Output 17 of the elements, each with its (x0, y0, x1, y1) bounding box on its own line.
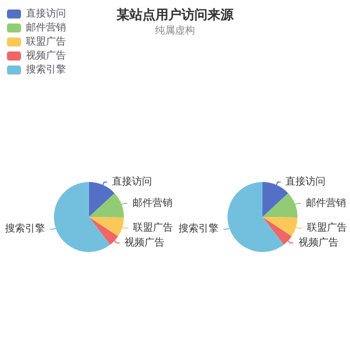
slice-label: 视频广告 (124, 236, 165, 248)
slice-label: 联盟广告 (306, 222, 347, 234)
slice-label: 搜索引擎 (4, 222, 45, 235)
slice-label: 视频广告 (298, 236, 338, 248)
text: 纯属虚构 (155, 24, 195, 36)
slice-label: 邮件营销 (306, 196, 346, 209)
slice-label: 邮件营销 (132, 196, 172, 209)
legend-label: 视频广告 (26, 50, 66, 62)
slice-label: 直接访问 (286, 176, 326, 188)
slice-label: 联盟广告 (133, 222, 174, 234)
legend-label: 直接访问 (26, 8, 66, 20)
legend-label: 搜索引擎 (26, 64, 66, 76)
slice-label: 搜索引擎 (178, 222, 219, 235)
slice-label: 直接访问 (112, 176, 152, 188)
chart-title: 某站点用户访问来源 (116, 7, 234, 23)
legend-label: 联盟广告 (26, 36, 66, 48)
legend-label: 邮件营销 (26, 22, 66, 34)
